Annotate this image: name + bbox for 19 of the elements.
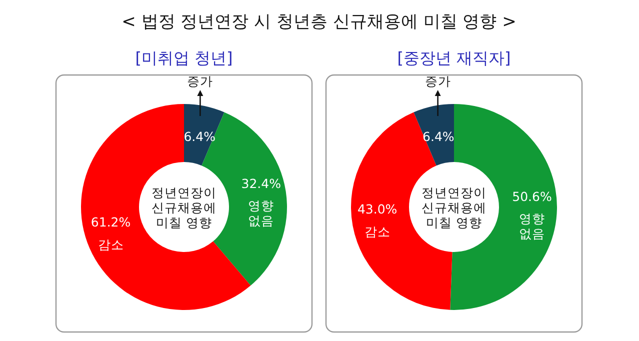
donut-slice	[414, 104, 454, 166]
data-label: 6.4%	[184, 129, 216, 144]
data-label: 50.6%	[512, 188, 552, 204]
chart-title: [미취업 청년]	[135, 48, 233, 68]
text: 정년연장이 신규채용에 미칠 영향	[152, 184, 216, 230]
text: < 법정 정년연장 시 청년층 신규채용에 미칠 영향 >	[122, 12, 516, 32]
slice-label: 영향 없음	[248, 197, 274, 228]
chart-title: [중장년 재직자]	[397, 48, 511, 68]
slice-label: 증가	[424, 74, 451, 88]
text: 정년연장이 신규채용에 미칠 영향	[422, 184, 486, 230]
data-label: 43.0%	[357, 202, 398, 217]
data-label: 61.2%	[90, 214, 131, 230]
slice-label: 감소	[364, 224, 390, 239]
slice-label: 영향 없음	[518, 210, 545, 240]
donut-slice	[184, 104, 224, 166]
data-label: 6.4%	[422, 129, 454, 144]
slice-label: 감소	[98, 236, 124, 252]
slice-label: 증가	[187, 74, 214, 88]
data-label: 32.4%	[241, 176, 282, 191]
